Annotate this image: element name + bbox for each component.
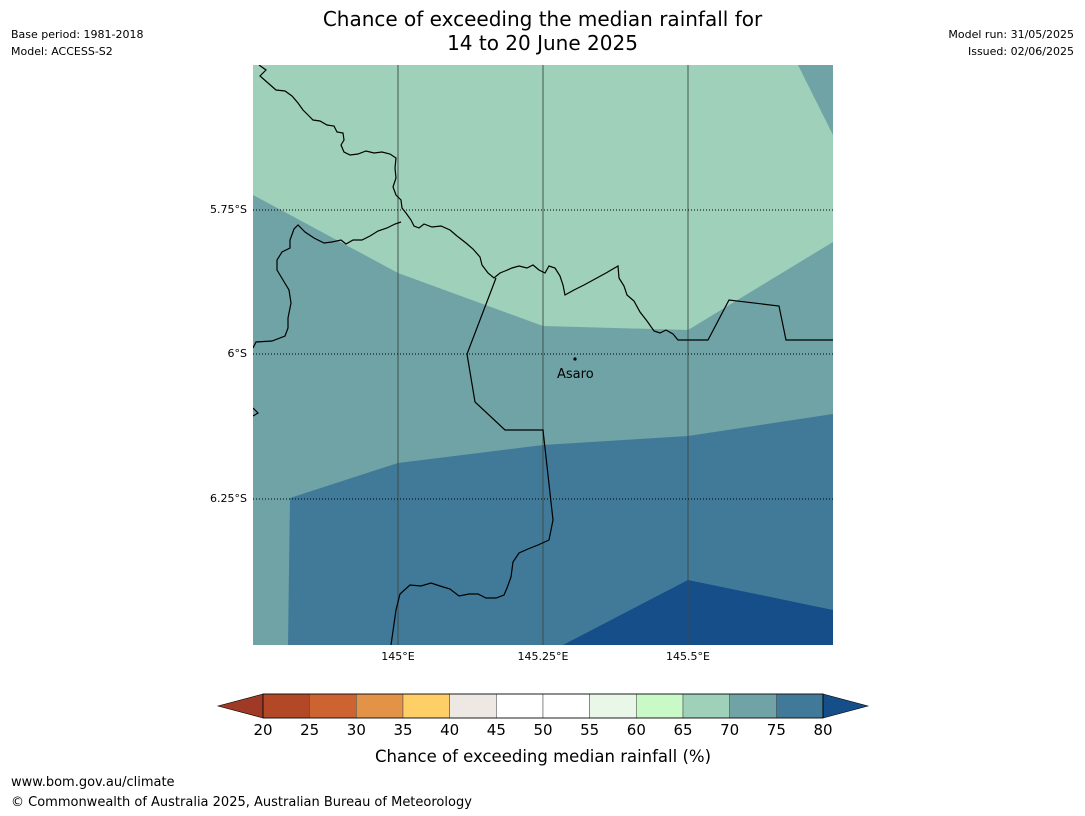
colorbar-label: Chance of exceeding median rainfall (%)	[375, 747, 711, 766]
model-name: Model: ACCESS-S2	[11, 45, 113, 58]
colorbar-arrow-low	[216, 693, 264, 719]
province-borders	[253, 65, 833, 645]
colorbar-tick-label: 40	[440, 721, 459, 739]
colorbar-cell	[262, 693, 310, 719]
colorbar-cell	[589, 693, 637, 719]
colorbar-tick-label: 50	[533, 721, 552, 739]
base-period: Base period: 1981-2018	[11, 28, 144, 41]
colorbar-cells	[262, 693, 824, 719]
colorbar-tick-label: 60	[627, 721, 646, 739]
band-70-75-corner	[798, 65, 833, 135]
colorbar-cell	[682, 693, 730, 719]
lon-label-145-5: 145.5°E	[666, 650, 710, 663]
meta-right: Model run: 31/05/2025 Issued: 02/06/2025	[948, 26, 1074, 60]
colorbar-cell	[542, 693, 590, 719]
colorbar: 20 25 30 35 40 45 50 55 60 65 70 75 80 Chance of exc…	[216, 693, 870, 766]
map-title: Chance of exceeding the median rainfall …	[0, 7, 1085, 55]
colorbar-tick-label: 55	[580, 721, 599, 739]
meta-left: Base period: 1981-2018 Model: ACCESS-S2	[11, 26, 143, 60]
colorbar-tick-label: 75	[767, 721, 786, 739]
lon-label-145: 145°E	[381, 650, 414, 663]
colorbar-arrow-high	[822, 693, 870, 719]
lat-label-6-25: 6.25°S	[210, 492, 247, 505]
lon-labels: 145°E 145.25°E 145.5°E	[381, 650, 710, 663]
footer-url[interactable]: www.bom.gov.au/climate	[11, 775, 175, 790]
title-line-1: Chance of exceeding the median rainfall …	[322, 7, 763, 31]
lat-labels: 5.75°S 6°S 6.25°S	[210, 203, 247, 505]
colorbar-tick-label: 20	[253, 721, 272, 739]
colorbar-cell	[776, 693, 824, 719]
title-line-2: 14 to 20 June 2025	[447, 31, 638, 55]
colorbar-tick-label: 65	[673, 721, 692, 739]
colorbar-ticks: 20 25 30 35 40 45 50 55 60 65 70 75 80	[253, 721, 832, 739]
asaro-label: Asaro	[557, 367, 594, 382]
footer-copyright: © Commonwealth of Australia 2025, Austra…	[11, 795, 472, 810]
map-area: Asaro	[253, 65, 833, 645]
lat-label-6: 6°S	[228, 347, 247, 360]
colorbar-cell	[496, 693, 544, 719]
issued-date: Issued: 02/06/2025	[967, 45, 1074, 58]
lon-label-145-25: 145.25°E	[518, 650, 569, 663]
border-east-inner	[390, 277, 554, 645]
model-run: Model run: 31/05/2025	[948, 28, 1074, 41]
colorbar-cell	[729, 693, 777, 719]
colorbar-cell	[309, 693, 357, 719]
border-west	[253, 221, 402, 349]
colorbar-cell	[402, 693, 450, 719]
colorbar-tick-label: 30	[347, 721, 366, 739]
colorbar-tick-label: 70	[720, 721, 739, 739]
border-west-edge	[253, 407, 259, 417]
border-north	[258, 65, 833, 341]
colorbar-tick-label: 35	[393, 721, 412, 739]
colorbar-tick-label: 80	[813, 721, 832, 739]
colorbar-cell	[449, 693, 497, 719]
colorbar-tick-label: 45	[487, 721, 506, 739]
lat-label-5-75: 5.75°S	[210, 203, 247, 216]
colorbar-outline	[262, 693, 824, 719]
colorbar-tick-label: 25	[300, 721, 319, 739]
colorbar-cell	[356, 693, 404, 719]
asaro-marker	[573, 357, 577, 361]
colorbar-cell	[636, 693, 684, 719]
band-above-80	[563, 580, 833, 645]
